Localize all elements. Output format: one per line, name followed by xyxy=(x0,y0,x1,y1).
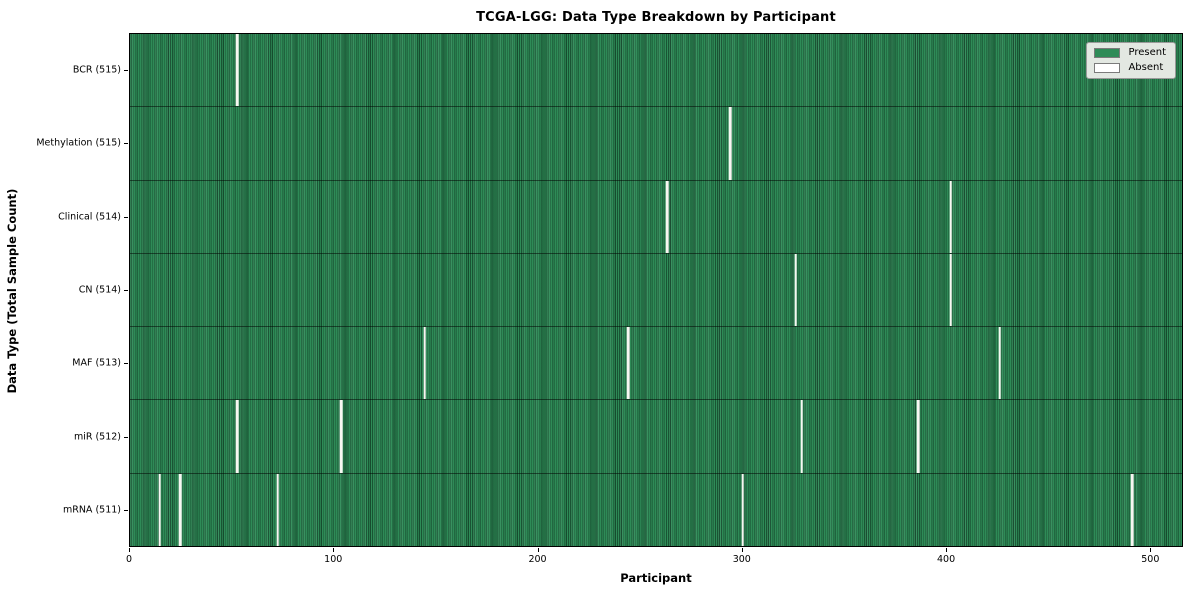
x-tick-mark xyxy=(537,548,539,552)
y-tick-label-MAF: MAF (513) xyxy=(72,357,121,369)
absent-marker xyxy=(1130,473,1134,546)
x-tick-label-500: 500 xyxy=(1141,554,1160,565)
heatmap-row-miR xyxy=(130,400,1182,474)
absent-marker xyxy=(794,253,797,327)
y-tick-label-miR: miR (512) xyxy=(73,431,121,443)
absent-marker xyxy=(423,327,426,400)
absent-marker xyxy=(729,107,732,180)
absent-marker xyxy=(276,473,280,546)
legend-entry-present: Present xyxy=(1094,48,1166,58)
heatmap-row-Clinical xyxy=(130,180,1182,254)
absent-marker xyxy=(339,400,343,473)
present-swatch xyxy=(1094,48,1121,58)
y-tick-mark xyxy=(124,510,128,512)
legend-label-absent: Absent xyxy=(1128,62,1164,73)
y-tick-mark xyxy=(124,216,128,218)
absent-marker xyxy=(741,473,744,546)
x-tick-label-100: 100 xyxy=(324,554,343,565)
plot-area: Present Absent xyxy=(129,33,1183,547)
y-tick-mark xyxy=(124,290,128,291)
heatmap-row-CN xyxy=(130,253,1182,328)
heatmap-row-mRNA xyxy=(130,473,1182,546)
absent-marker xyxy=(235,34,239,107)
x-tick-mark xyxy=(741,548,743,552)
absent-swatch xyxy=(1094,63,1121,73)
heatmap-row-MAF xyxy=(130,327,1182,401)
legend-label-present: Present xyxy=(1128,47,1166,58)
legend-entry-absent: Absent xyxy=(1094,63,1166,73)
y-tick-mark xyxy=(124,363,128,365)
y-tick-mark xyxy=(124,436,128,438)
absent-marker xyxy=(998,327,1001,400)
x-tick-mark xyxy=(1150,548,1152,552)
heatmap-rows xyxy=(130,34,1182,546)
absent-marker xyxy=(178,473,182,546)
x-axis-label: Participant xyxy=(620,571,692,585)
y-axis-label: Data Type (Total Sample Count) xyxy=(5,188,19,394)
y-tick-label-Clinical: Clinical (514) xyxy=(58,211,121,223)
x-tick-label-0: 0 xyxy=(125,554,133,565)
x-tick-label-200: 200 xyxy=(528,554,547,565)
heatmap-row-Methylation xyxy=(130,107,1182,181)
x-tick-label-400: 400 xyxy=(936,554,956,565)
absent-marker xyxy=(665,180,669,253)
y-tick-label-BCR: BCR (515) xyxy=(72,64,121,76)
x-tick-mark xyxy=(333,548,335,552)
heatmap-row-BCR xyxy=(130,34,1182,108)
absent-marker xyxy=(949,180,952,253)
x-tick-mark xyxy=(946,548,948,552)
legend: Present Absent xyxy=(1086,42,1176,79)
x-tick-label-300: 300 xyxy=(732,554,751,565)
absent-marker xyxy=(800,400,804,473)
absent-marker xyxy=(235,400,239,473)
absent-marker xyxy=(916,400,920,473)
chart-title: TCGA-LGG: Data Type Breakdown by Partici… xyxy=(476,10,836,25)
absent-marker xyxy=(158,473,161,546)
x-tick-mark xyxy=(129,548,130,552)
y-tick-label-mRNA: mRNA (511) xyxy=(62,504,121,516)
y-tick-label-CN: CN (514) xyxy=(78,284,121,296)
y-tick-mark xyxy=(124,69,128,71)
absent-marker xyxy=(949,253,952,327)
absent-marker xyxy=(627,327,630,400)
y-tick-mark xyxy=(124,143,128,145)
y-tick-label-Methylation: Methylation (515) xyxy=(36,137,121,149)
